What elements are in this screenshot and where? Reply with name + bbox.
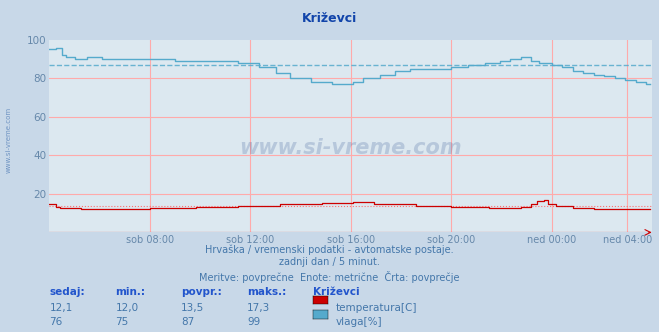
Text: Meritve: povprečne  Enote: metrične  Črta: povprečje: Meritve: povprečne Enote: metrične Črta:…: [199, 271, 460, 283]
Text: Križevci: Križevci: [313, 287, 360, 297]
Text: 12,1: 12,1: [49, 303, 72, 313]
Text: www.si-vreme.com: www.si-vreme.com: [240, 138, 462, 158]
Text: 17,3: 17,3: [247, 303, 270, 313]
Text: 13,5: 13,5: [181, 303, 204, 313]
Text: vlaga[%]: vlaga[%]: [336, 317, 383, 327]
Text: temperatura[C]: temperatura[C]: [336, 303, 418, 313]
Text: www.si-vreme.com: www.si-vreme.com: [5, 106, 12, 173]
Text: Hrvaška / vremenski podatki - avtomatske postaje.: Hrvaška / vremenski podatki - avtomatske…: [205, 244, 454, 255]
Text: zadnji dan / 5 minut.: zadnji dan / 5 minut.: [279, 257, 380, 267]
Text: 76: 76: [49, 317, 63, 327]
Text: min.:: min.:: [115, 287, 146, 297]
Text: 75: 75: [115, 317, 129, 327]
Text: povpr.:: povpr.:: [181, 287, 222, 297]
Text: 99: 99: [247, 317, 260, 327]
Text: 12,0: 12,0: [115, 303, 138, 313]
Text: maks.:: maks.:: [247, 287, 287, 297]
Text: Križevci: Križevci: [302, 12, 357, 25]
Text: 87: 87: [181, 317, 194, 327]
Text: sedaj:: sedaj:: [49, 287, 85, 297]
